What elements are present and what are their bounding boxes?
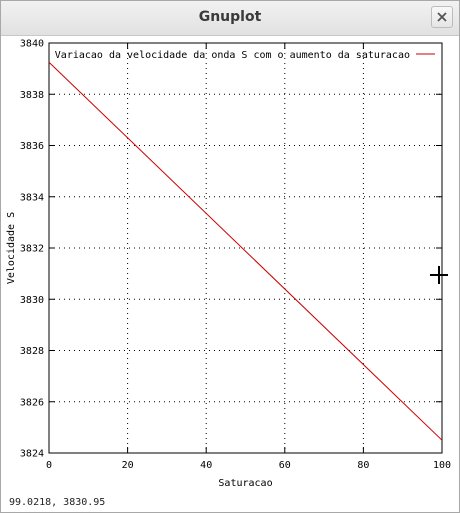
x-tick-label: 0	[46, 460, 52, 471]
series-line	[48, 61, 443, 441]
x-tick-label: 100	[433, 460, 451, 471]
x-tick-label: 80	[357, 460, 369, 471]
close-button[interactable]	[431, 6, 453, 28]
tick-labels: 0 20 40 60 80 100 3824 3826 3828 3830 3832 3834 3836…	[20, 39, 451, 472]
x-axis-label: Saturacao	[218, 478, 272, 489]
ticks	[48, 42, 443, 454]
y-axis-label: Velocidade S	[6, 212, 17, 284]
legend-entry: Variacao da velocidade da onda S com o a…	[55, 50, 410, 61]
y-tick-label: 3824	[20, 449, 44, 460]
x-tick-label: 60	[279, 460, 291, 471]
close-icon	[437, 12, 447, 22]
series-group	[48, 61, 443, 441]
window-title: Gnuplot	[198, 9, 262, 25]
grid	[49, 43, 442, 453]
chart: 0 20 40 60 80 100 3824 3826 3828 3830 3832 3834 3836…	[6, 39, 451, 490]
plot-canvas[interactable]: 0 20 40 60 80 100 3824 3826 3828 3830 3832 3834 3836…	[1, 36, 459, 491]
crosshair-cursor-icon	[430, 266, 448, 284]
y-tick-label: 3832	[20, 244, 44, 255]
y-tick-label: 3840	[20, 39, 44, 50]
plot-frame	[48, 42, 443, 454]
y-tick-label: 3834	[20, 192, 44, 203]
legend: Variacao da velocidade da onda S com o a…	[55, 50, 435, 61]
x-tick-label: 40	[200, 460, 212, 471]
y-tick-label: 3838	[20, 90, 44, 101]
y-tick-label: 3836	[20, 141, 44, 152]
cursor-coordinates: 99.0218, 3830.95	[9, 497, 106, 508]
title-bar[interactable]: Gnuplot	[1, 1, 459, 36]
y-tick-label: 3830	[20, 295, 44, 306]
y-tick-label: 3828	[20, 346, 44, 357]
y-tick-label: 3826	[20, 397, 44, 408]
x-tick-label: 20	[122, 460, 134, 471]
